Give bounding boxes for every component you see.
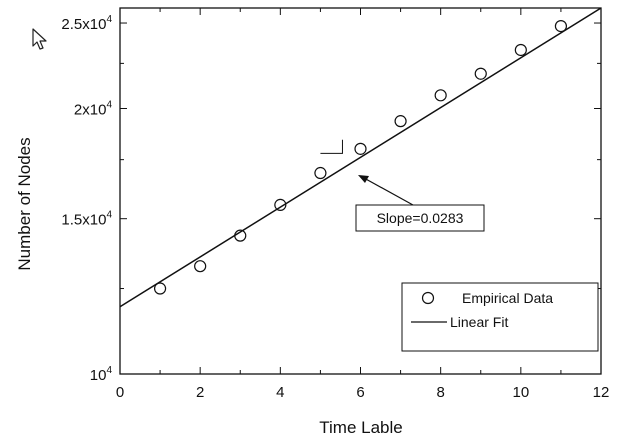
data-point [474, 67, 487, 80]
data-point [514, 43, 527, 57]
x-tick-label: 2 [196, 384, 204, 401]
legend-marker-empirical [421, 291, 435, 305]
data-point [153, 282, 167, 295]
chart-marks [120, 8, 601, 308]
data-point [314, 166, 327, 180]
y-tick-mantissa: 1.5x10 [61, 212, 106, 229]
y-tick-label: 2.5x104 [61, 14, 112, 33]
y-tick-exponent: 4 [106, 99, 112, 110]
slope-triangle [320, 139, 343, 154]
x-tick-label: 8 [436, 384, 444, 401]
data-point [554, 19, 568, 33]
mouse-pointer-icon [32, 28, 47, 50]
y-tick-exponent: 4 [106, 365, 112, 376]
data-point [354, 142, 367, 155]
y-tick-mantissa: 10 [90, 367, 107, 384]
x-tick-label: 0 [116, 384, 124, 401]
y-tick-exponent: 4 [106, 210, 112, 221]
data-point [234, 229, 247, 242]
x-tick-label: 4 [276, 384, 284, 401]
y-tick-mantissa: 2x10 [74, 101, 107, 118]
y-tick-label: 104 [90, 365, 113, 384]
legend-box [401, 282, 599, 352]
slope-label-box [355, 204, 485, 232]
data-point [394, 115, 407, 128]
data-point [274, 198, 287, 211]
y-axis-title: Number of Nodes [15, 137, 34, 270]
data-point [434, 89, 447, 102]
data-point [194, 260, 207, 273]
slope-annotation: Slope=0.0283 [355, 175, 485, 232]
y-tick-mantissa: 2.5x10 [61, 16, 106, 33]
legend: Empirical Data Linear Fit [401, 282, 599, 352]
x-tick-label: 10 [512, 384, 529, 401]
slope-arrow [363, 177, 414, 206]
y-tick-label: 1.5x104 [61, 210, 112, 229]
linear-fit-line [120, 8, 601, 308]
y-tick-exponent: 4 [106, 14, 112, 25]
y-tick-label: 2x104 [74, 99, 113, 118]
slope-label: Slope=0.0283 [377, 210, 464, 226]
legend-label-empirical: Empirical Data [462, 290, 553, 306]
slope-arrow-head [358, 175, 369, 183]
x-tick-label: 6 [356, 384, 364, 401]
x-axis-title: Time Lable [319, 418, 402, 437]
x-tick-label: 12 [593, 384, 610, 401]
legend-label-fit: Linear Fit [450, 314, 508, 330]
